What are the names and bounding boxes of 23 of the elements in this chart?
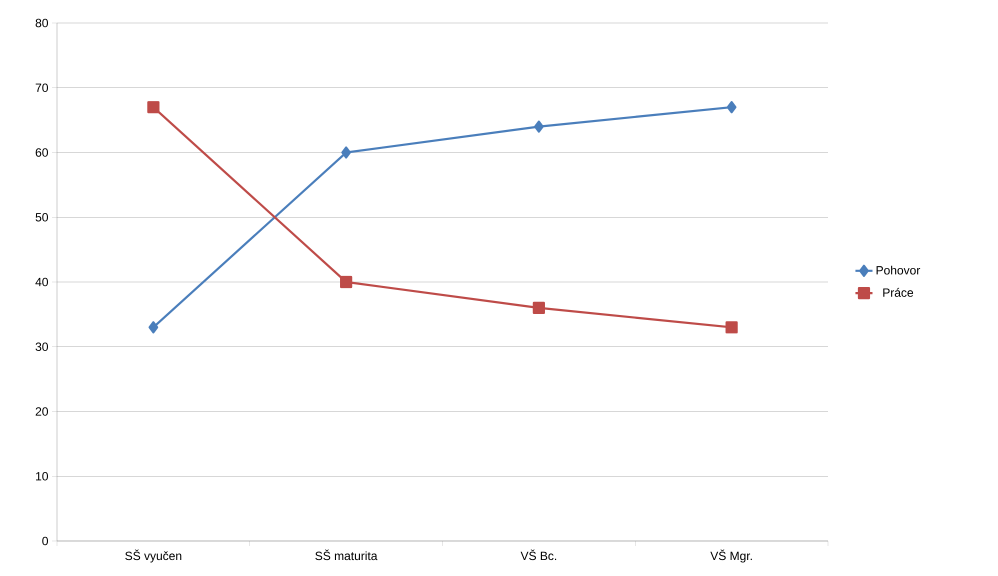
x-tick-label: VŠ Mgr.: [710, 550, 752, 563]
x-tick-label: SŠ vyučen: [125, 550, 182, 563]
point: [534, 120, 544, 133]
y-tick-label: 50: [36, 213, 48, 222]
y-tick-label: 70: [36, 84, 48, 92]
y-tick-label: 40: [35, 278, 48, 286]
y-tick-label: 10: [36, 472, 48, 480]
y-tick-label: 60: [36, 148, 48, 157]
x-tick-label: VŠ Bc.: [520, 550, 556, 560]
y-tick-label: 80: [36, 18, 48, 28]
y-tick-label: 0: [42, 536, 48, 546]
point: [726, 321, 738, 334]
point: [726, 101, 736, 114]
legend-label: Pohovor: [876, 266, 920, 275]
point: [532, 302, 545, 314]
point: [148, 321, 158, 334]
x-tick-label: SŠ maturita: [315, 550, 378, 560]
point: [147, 101, 160, 114]
point: [341, 146, 351, 159]
point: [340, 276, 352, 288]
y-tick-label: 30: [36, 342, 48, 351]
legend-label: Práce: [883, 288, 914, 297]
y-tick-label: 20: [36, 407, 48, 416]
